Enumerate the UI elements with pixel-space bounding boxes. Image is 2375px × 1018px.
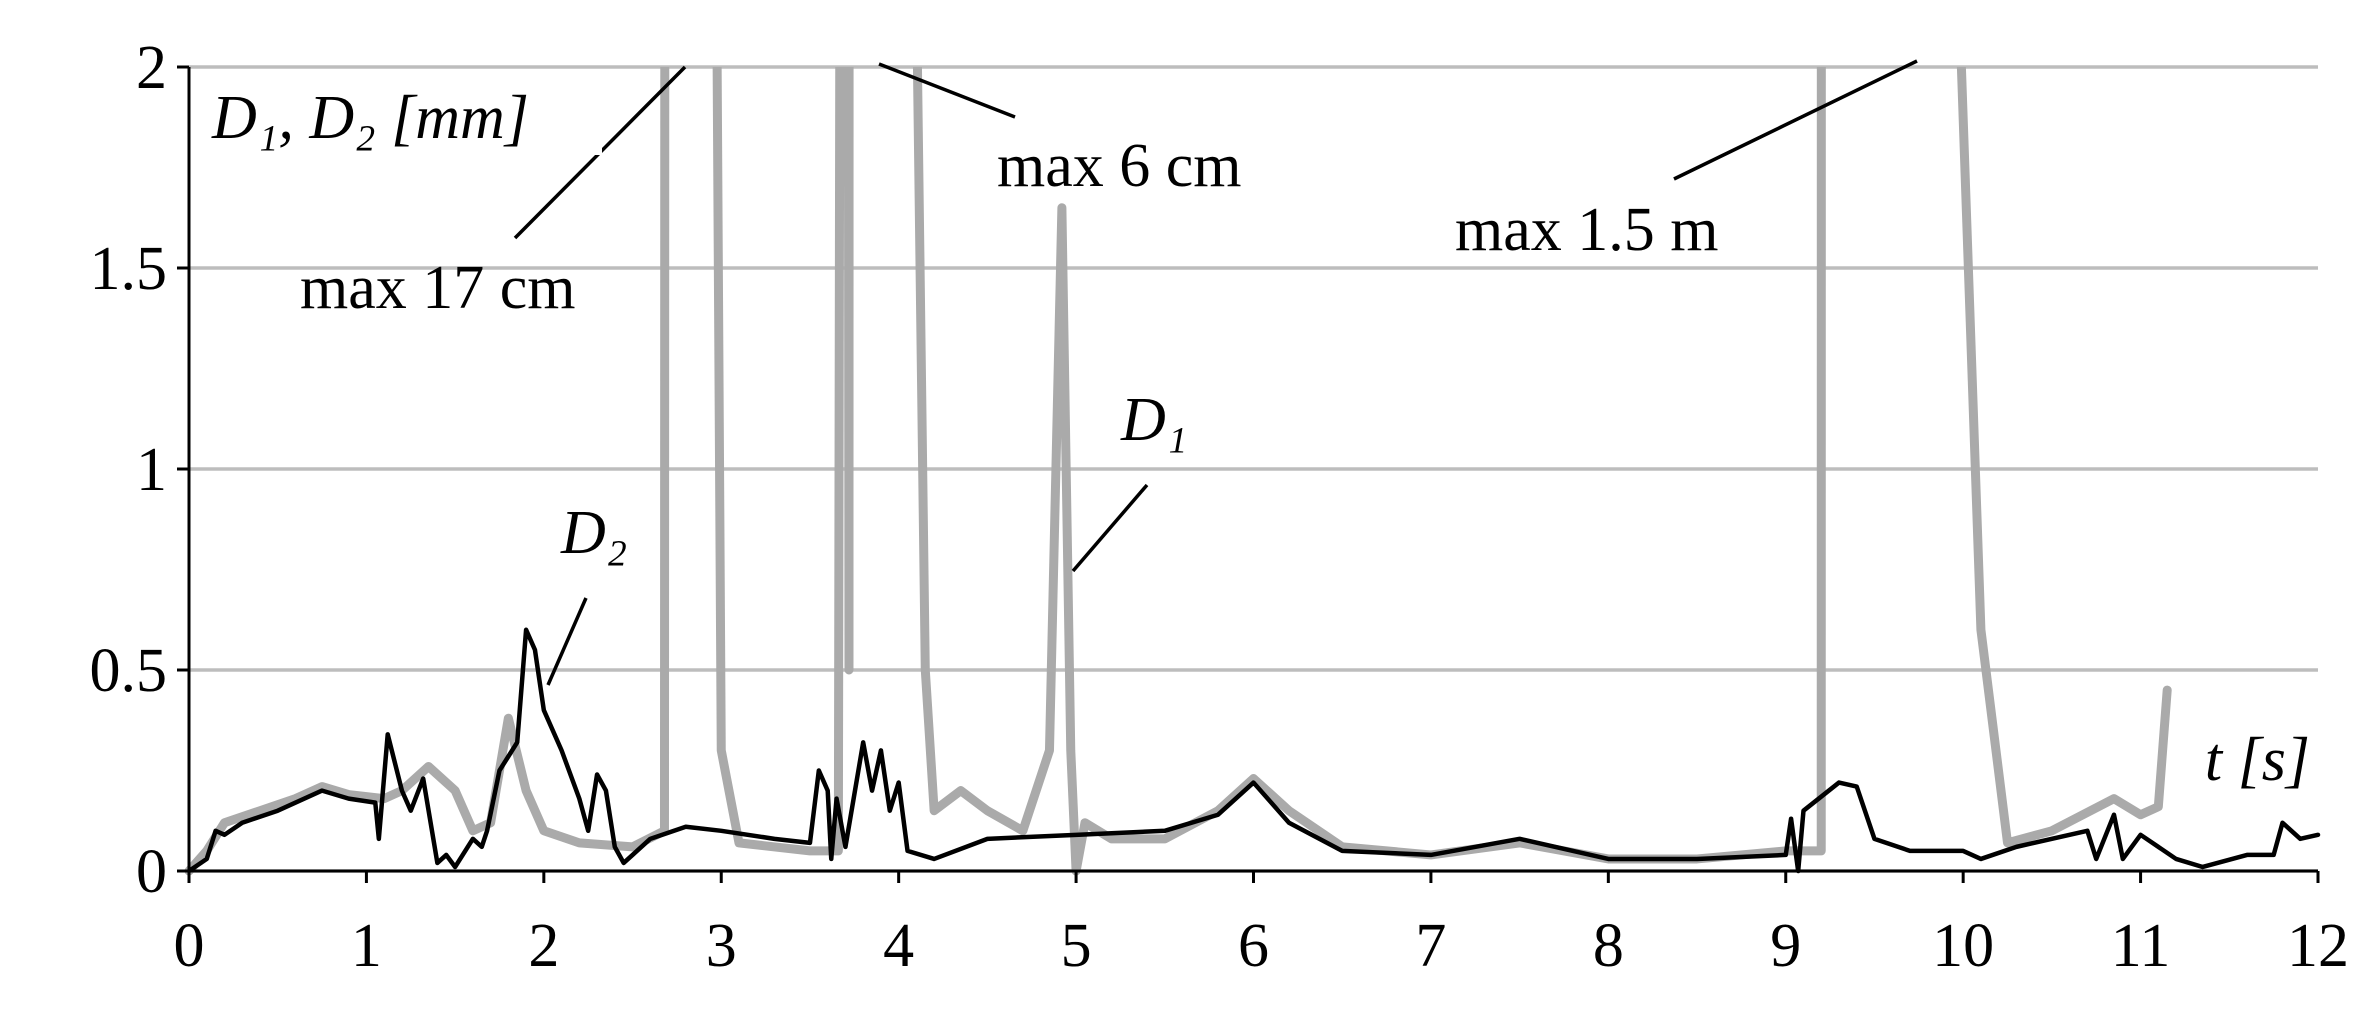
label-backdrop [212,85,602,155]
y-tick-label: 1 [136,436,167,504]
leader-line [546,597,588,686]
leader-line [1071,483,1149,573]
y-axis-label: D₁, D₂ [mm] [211,84,529,152]
plot-area [184,67,2321,876]
leader-line [878,62,1016,119]
x-tick-label: 11 [2111,912,2171,980]
x-tick-label: 3 [706,912,737,980]
x-axis-label: t [s] [2205,726,2310,794]
series-label: D₁ [1120,386,1187,454]
y-tick-label: 1.5 [90,235,168,303]
x-tick-label: 10 [1932,912,1994,980]
annotation: max 17 cm [300,254,576,322]
x-tick-label: 12 [2287,912,2349,980]
y-tick-label: 0 [136,838,167,906]
leader-lines [513,59,1918,686]
series-line [186,627,2321,874]
leader-line [1673,59,1918,181]
x-tick-label: 4 [883,912,914,980]
x-tick-label: 8 [1593,912,1624,980]
annotation: max 6 cm [997,132,1242,200]
x-tick-label: 9 [1770,912,1801,980]
x-tick-label: 6 [1238,912,1269,980]
series-line [184,67,2172,876]
y-tick-label: 0.5 [90,637,168,705]
axes: 00.511.520 1 2 3 4 5 6 7 8 9 10 11 12 [90,34,2350,980]
y-tick-label: 2 [136,34,167,102]
x-tick-label: 0 [174,912,205,980]
x-tick-label: 7 [1415,912,1446,980]
series-label: D₂ [560,499,627,567]
x-tick-label: 5 [1061,912,1092,980]
x-tick-label: 1 [351,912,382,980]
annotation: max 1.5 m [1455,196,1718,264]
x-tick-label: 2 [528,912,559,980]
